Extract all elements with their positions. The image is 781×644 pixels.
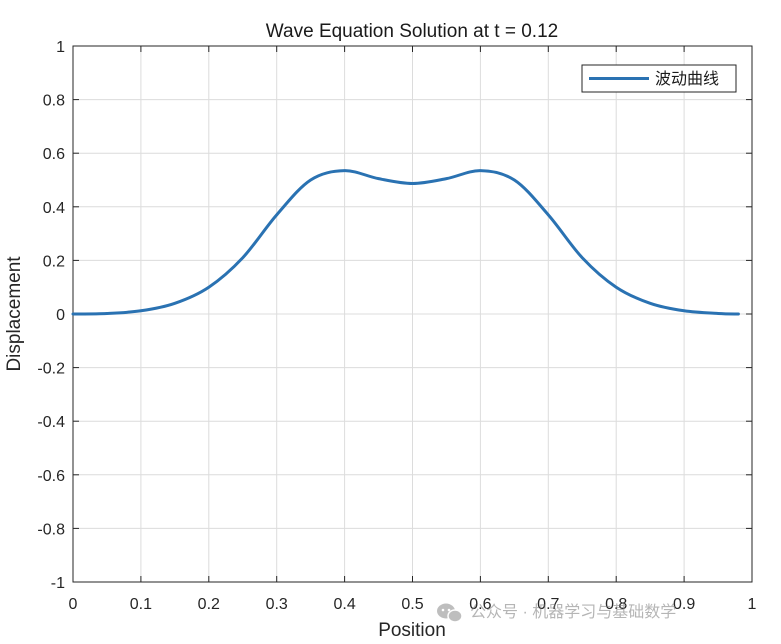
x-tick-label: 0.6	[469, 596, 491, 613]
x-tick-label: 0	[69, 596, 78, 613]
y-tick-label: 0.8	[43, 93, 65, 110]
x-tick-label: 0.5	[401, 596, 423, 613]
x-tick-label: 0.9	[673, 596, 695, 613]
x-tick-label: 1	[748, 596, 757, 613]
y-tick-label: 1	[56, 39, 65, 56]
watermark: 公众号 · 机器学习与基础数学	[437, 603, 676, 623]
x-tick-label: 0.4	[333, 596, 355, 613]
y-axis-ticks: -1 -0.8 -0.6 -0.4 -0.2 0 0.2 0.4 0.6 0.8 1	[37, 39, 752, 592]
legend: 波动曲线	[581, 64, 737, 93]
y-tick-label: 0.6	[43, 146, 65, 163]
watermark-text: 公众号 · 机器学习与基础数学	[470, 603, 676, 621]
y-tick-label: 0.2	[43, 253, 65, 270]
y-axis-label: Displacement	[4, 256, 25, 372]
wechat-icon	[437, 603, 463, 623]
series-layer	[71, 169, 740, 316]
chart-title: Wave Equation Solution at t = 0.12	[266, 21, 558, 42]
x-tick-label: 0.8	[605, 596, 627, 613]
legend-entry-label: 波动曲线	[655, 70, 719, 88]
x-axis-label: Position	[378, 620, 446, 641]
y-tick-label: -0.6	[37, 468, 65, 485]
x-tick-label: 0.7	[537, 596, 559, 613]
y-tick-label: -0.8	[37, 521, 65, 538]
y-tick-label: 0.4	[43, 200, 65, 217]
x-tick-label: 0.3	[266, 596, 288, 613]
y-tick-label: -0.4	[37, 414, 65, 431]
y-tick-label: 0	[56, 307, 65, 324]
x-tick-label: 0.1	[130, 596, 152, 613]
x-axis-ticks: 0 0.1 0.2 0.3 0.4 0.5 0.6 0.7 0.8 0.9 1	[69, 46, 757, 613]
x-tick-label: 0.2	[198, 596, 220, 613]
series-line-0	[71, 169, 740, 316]
y-tick-label: -1	[51, 575, 65, 592]
y-tick-label: -0.2	[37, 361, 65, 378]
